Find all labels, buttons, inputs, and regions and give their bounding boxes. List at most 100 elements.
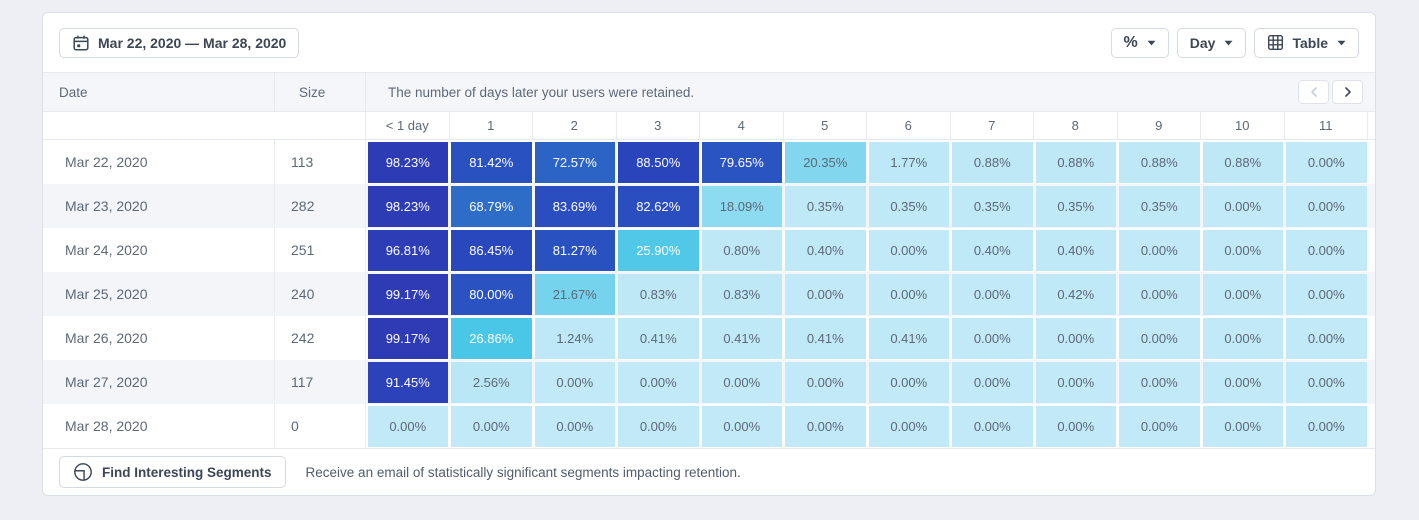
metric-dropdown[interactable]: %: [1110, 27, 1169, 58]
retention-cell[interactable]: 98.23%: [367, 141, 448, 183]
retention-cell[interactable]: 81.27%: [534, 229, 615, 271]
retention-cell[interactable]: 0.00%: [785, 273, 866, 315]
retention-cell[interactable]: 0.83%: [701, 273, 782, 315]
retention-cell[interactable]: 0.00%: [1202, 361, 1283, 403]
retention-cell[interactable]: 0.00%: [618, 361, 699, 403]
retention-cell[interactable]: 0.41%: [618, 317, 699, 359]
retention-cell[interactable]: 0.00%: [785, 405, 866, 447]
retention-cell[interactable]: 0.00%: [534, 405, 615, 447]
pager-prev-button[interactable]: [1298, 80, 1329, 104]
retention-cell[interactable]: 68.79%: [451, 185, 532, 227]
retention-cell[interactable]: 0.35%: [952, 185, 1033, 227]
retention-cell[interactable]: 0.00%: [1202, 317, 1283, 359]
retention-cell[interactable]: 0.00%: [701, 361, 782, 403]
retention-cell[interactable]: 0.00%: [1202, 405, 1283, 447]
retention-cell[interactable]: 0.42%: [1035, 273, 1116, 315]
retention-cell[interactable]: 81.42%: [451, 141, 532, 183]
retention-cell[interactable]: 0.35%: [1035, 185, 1116, 227]
retention-cell[interactable]: 0.00%: [451, 405, 532, 447]
retention-cell[interactable]: 0.00%: [1202, 185, 1283, 227]
retention-cell[interactable]: 0.00%: [1286, 405, 1367, 447]
retention-cell[interactable]: 0.00%: [1286, 185, 1367, 227]
retention-cell[interactable]: 0.35%: [785, 185, 866, 227]
retention-cell[interactable]: 0.00%: [1202, 229, 1283, 271]
retention-cell[interactable]: 0.35%: [1119, 185, 1200, 227]
retention-cell[interactable]: 0.00%: [868, 405, 949, 447]
retention-cell[interactable]: 0.40%: [785, 229, 866, 271]
retention-cell[interactable]: 83.69%: [534, 185, 615, 227]
retention-cell[interactable]: 1.77%: [868, 141, 949, 183]
retention-cell[interactable]: 86.45%: [451, 229, 532, 271]
retention-cell[interactable]: 0.88%: [1119, 141, 1200, 183]
retention-cell[interactable]: 0.88%: [952, 141, 1033, 183]
column-header: 11: [1285, 112, 1368, 139]
column-headers-spacer: [43, 112, 366, 139]
retention-cell[interactable]: 0.88%: [1202, 141, 1283, 183]
retention-cell[interactable]: 0.00%: [701, 405, 782, 447]
retention-cell[interactable]: 0.00%: [367, 405, 448, 447]
retention-cell[interactable]: 0.00%: [1035, 317, 1116, 359]
retention-cell[interactable]: 0.41%: [868, 317, 949, 359]
retention-cell[interactable]: 0.40%: [1035, 229, 1116, 271]
retention-cell[interactable]: 1.24%: [534, 317, 615, 359]
retention-cell[interactable]: 80.00%: [451, 273, 532, 315]
retention-cell[interactable]: 0.00%: [952, 361, 1033, 403]
retention-cell[interactable]: 0.00%: [868, 361, 949, 403]
retention-cell[interactable]: 0.88%: [1035, 141, 1116, 183]
toolbar: Mar 22, 2020 — Mar 28, 2020 % Day: [43, 13, 1375, 72]
retention-cell[interactable]: 98.23%: [367, 185, 448, 227]
retention-cell[interactable]: 0.80%: [701, 229, 782, 271]
row-date: Mar 22, 2020: [43, 140, 275, 184]
retention-cell[interactable]: 20.35%: [785, 141, 866, 183]
retention-cell[interactable]: 0.41%: [785, 317, 866, 359]
retention-cell[interactable]: 2.56%: [451, 361, 532, 403]
retention-cell[interactable]: 79.65%: [701, 141, 782, 183]
find-segments-button[interactable]: Find Interesting Segments: [59, 456, 286, 488]
view-dropdown[interactable]: Table: [1254, 27, 1359, 58]
retention-cell[interactable]: 0.00%: [1202, 273, 1283, 315]
retention-cell[interactable]: 0.00%: [1286, 229, 1367, 271]
retention-cell[interactable]: 0.35%: [868, 185, 949, 227]
retention-cell[interactable]: 26.86%: [451, 317, 532, 359]
retention-cell[interactable]: 0.00%: [534, 361, 615, 403]
granularity-dropdown[interactable]: Day: [1176, 27, 1247, 58]
retention-cell[interactable]: 0.00%: [1119, 229, 1200, 271]
retention-cell[interactable]: 25.90%: [618, 229, 699, 271]
retention-cell[interactable]: 0.00%: [1035, 361, 1116, 403]
retention-cell[interactable]: 82.62%: [618, 185, 699, 227]
column-header: 4: [700, 112, 784, 139]
retention-cell[interactable]: 0.41%: [701, 317, 782, 359]
retention-cell[interactable]: 0.40%: [952, 229, 1033, 271]
table-row: Mar 25, 2020 240 99.17% 80.00% 21.67% 0.83% 0.…: [43, 272, 1375, 316]
retention-cell[interactable]: 88.50%: [618, 141, 699, 183]
retention-cell[interactable]: 0.00%: [1286, 273, 1367, 315]
retention-cell[interactable]: 0.00%: [952, 317, 1033, 359]
retention-cell[interactable]: 0.00%: [1119, 273, 1200, 315]
retention-cell[interactable]: 0.00%: [1286, 317, 1367, 359]
retention-cell[interactable]: 99.17%: [367, 317, 448, 359]
retention-cell[interactable]: 0.00%: [952, 405, 1033, 447]
retention-cell[interactable]: 0.00%: [1286, 141, 1367, 183]
retention-cell[interactable]: 0.00%: [868, 273, 949, 315]
retention-cell[interactable]: 91.45%: [367, 361, 448, 403]
retention-cell[interactable]: 72.57%: [534, 141, 615, 183]
retention-cell[interactable]: 0.00%: [1119, 361, 1200, 403]
retention-cell[interactable]: 0.83%: [618, 273, 699, 315]
retention-cell[interactable]: 0.00%: [1035, 405, 1116, 447]
retention-cell[interactable]: 0.00%: [618, 405, 699, 447]
pager-next-button[interactable]: [1332, 80, 1363, 104]
table-row: Mar 23, 2020 282 98.23% 68.79% 83.69% 82.62% 1…: [43, 184, 1375, 228]
retention-cell[interactable]: 0.00%: [1119, 317, 1200, 359]
footer-description: Receive an email of statistically signif…: [305, 464, 741, 480]
retention-cell[interactable]: 0.00%: [868, 229, 949, 271]
retention-cell[interactable]: 96.81%: [367, 229, 448, 271]
retention-cell[interactable]: 99.17%: [367, 273, 448, 315]
date-range-button[interactable]: Mar 22, 2020 — Mar 28, 2020: [59, 27, 300, 58]
retention-cell[interactable]: 0.00%: [952, 273, 1033, 315]
row-size: 0: [275, 404, 366, 448]
retention-cell[interactable]: 0.00%: [1286, 361, 1367, 403]
retention-cell[interactable]: 21.67%: [534, 273, 615, 315]
retention-cell[interactable]: 0.00%: [785, 361, 866, 403]
retention-cell[interactable]: 18.09%: [701, 185, 782, 227]
retention-cell[interactable]: 0.00%: [1119, 405, 1200, 447]
